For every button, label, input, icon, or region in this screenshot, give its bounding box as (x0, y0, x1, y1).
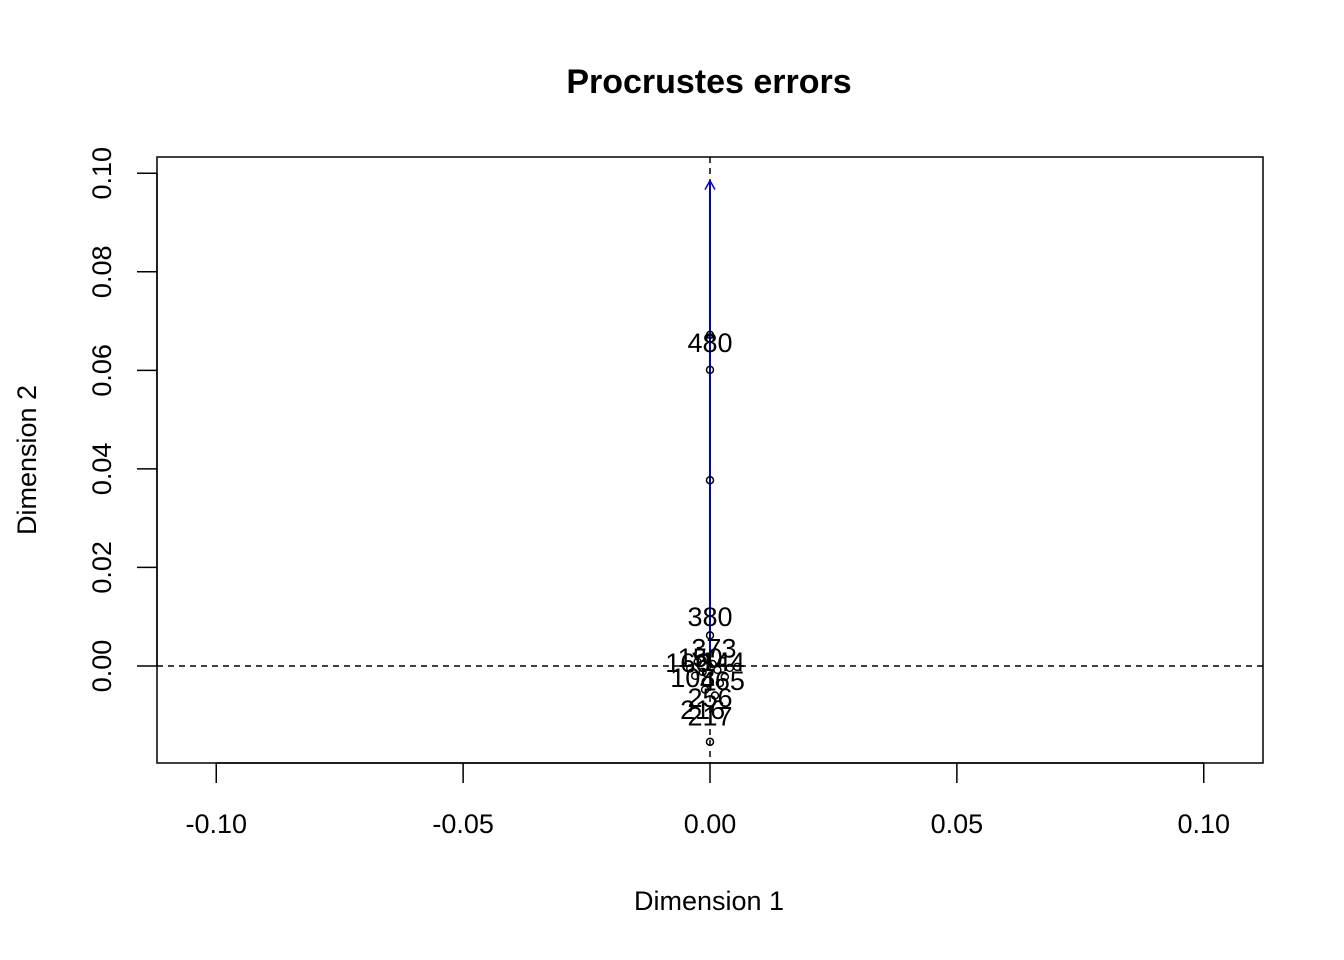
axes: -0.10 -0.05 0.00 0.05 0.10 0.00 0.02 0.04 0.06 0.… (87, 147, 1230, 839)
x-tick-label: 0.00 (684, 809, 737, 839)
point-label: 465 (700, 666, 745, 696)
point-label: 256 (687, 683, 732, 713)
arrow (704, 179, 716, 666)
x-tick-label: -0.10 (185, 809, 247, 839)
data-point (705, 475, 715, 485)
data-points (686, 330, 742, 747)
data-point (705, 737, 715, 747)
x-axis-label: Dimension 1 (634, 886, 784, 916)
point-label: 217 (687, 701, 732, 731)
plot-frame (156, 156, 1264, 764)
y-tick-label: 0.02 (87, 541, 117, 594)
data-point (686, 664, 695, 673)
y-axis-label: Dimension 2 (12, 385, 42, 535)
data-point (715, 678, 725, 688)
y-tick-label: 0.06 (87, 344, 117, 397)
y-tick-label: 0.10 (87, 147, 117, 200)
data-point (720, 672, 730, 682)
point-label: 216 (680, 695, 725, 725)
x-tick-label: 0.05 (931, 809, 984, 839)
point-label: 150 (678, 643, 723, 673)
point-label: 166 (665, 648, 710, 678)
data-point (690, 671, 700, 681)
point-label: 380 (687, 602, 732, 632)
data-point (698, 667, 707, 677)
data-point (710, 691, 720, 700)
y-tick-label: 0.00 (87, 640, 117, 693)
data-point (708, 659, 717, 669)
data-point (705, 334, 715, 344)
data-point (732, 662, 742, 672)
point-label: 108 (670, 663, 715, 693)
data-point (705, 631, 715, 640)
y-tick-label: 0.08 (87, 246, 117, 299)
data-point (695, 654, 705, 663)
data-point (705, 365, 715, 375)
y-tick-label: 0.04 (87, 443, 117, 496)
chart-title: Procrustes errors (566, 63, 851, 101)
point-label: 144 (700, 647, 745, 677)
x-tick-label: 0.10 (1177, 809, 1230, 839)
data-point (713, 665, 722, 675)
x-tick-label: -0.05 (432, 809, 494, 839)
data-point (700, 685, 710, 694)
point-label: 373 (691, 633, 736, 663)
data-point (705, 330, 715, 340)
arrow-head (704, 179, 716, 191)
data-point (718, 656, 727, 666)
point-label: 480 (687, 328, 732, 358)
